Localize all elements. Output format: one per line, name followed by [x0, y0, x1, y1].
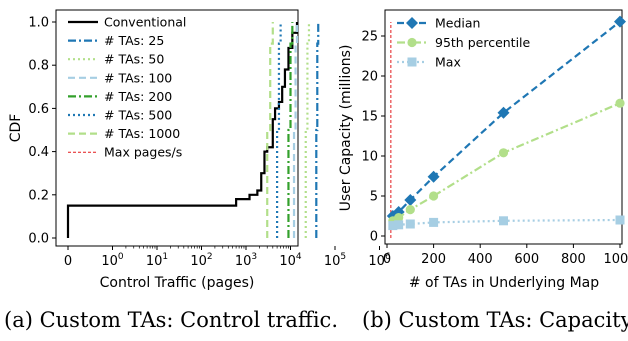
cdf-series-line [266, 22, 274, 238]
cdf-y-tick-label: 0.4 [28, 145, 49, 160]
cdf-y-tick-label: 0.0 [28, 232, 49, 247]
cdf-x-tick-label: 106 [368, 252, 391, 269]
capacity-legend-marker [406, 17, 418, 29]
capacity-x-tick-label: 0 [383, 252, 391, 267]
cdf-x-axis-label: Control Traffic (pages) [100, 275, 255, 291]
cdf-x-tick-label: 101 [146, 252, 168, 269]
capacity-y-tick-label: 10 [361, 150, 378, 165]
capacity-data-point [498, 148, 509, 158]
cdf-legend-label: # TAs: 1000 [104, 126, 180, 141]
capacity-x-tick-label: 400 [468, 252, 493, 267]
cdf-series-line [66, 22, 299, 238]
capacity-series-line [392, 102, 621, 222]
capacity-data-point [614, 15, 626, 28]
cdf-x-tick-label: 104 [279, 252, 302, 269]
capacity-x-axis-label: # of TAs in Underlying Map [409, 275, 599, 291]
cdf-legend-label: # TAs: 50 [104, 52, 164, 67]
capacity-data-point [615, 215, 625, 225]
capacity-data-point [394, 220, 404, 230]
cdf-x-tick-label: 102 [190, 252, 212, 269]
cdf-legend-label: # TAs: 100 [104, 70, 172, 85]
cdf-y-tick-label: 0.6 [28, 102, 49, 117]
capacity-y-tick-label: 0 [370, 230, 378, 245]
capacity-x-tick-label: 200 [421, 252, 446, 267]
capacity-legend-label: Median [435, 16, 480, 31]
capacity-legend-label: Max [435, 55, 461, 70]
cdf-x-tick-label: 105 [324, 252, 346, 269]
cdf-y-tick-label: 0.8 [28, 59, 49, 74]
cdf-legend-label: Conventional [104, 15, 186, 30]
capacity-data-point [497, 106, 510, 119]
capacity-data-point [405, 205, 415, 215]
cdf-x-tick-label: 0 [64, 254, 72, 269]
capacity-plot-frame [384, 9, 623, 245]
cdf-series-line [292, 22, 299, 238]
cdf-series-line [304, 22, 311, 238]
cdf-x-tick-label: 100 [101, 252, 124, 269]
capacity-x-tick-label: 800 [561, 252, 586, 267]
capacity-legend-marker [407, 37, 417, 48]
capacity-data-point [405, 219, 415, 229]
capacity-legend-label: 95th percentile [435, 35, 531, 50]
capacity-data-point [429, 191, 439, 201]
capacity-y-tick-label: 20 [361, 70, 378, 85]
cdf-plot-frame [55, 9, 299, 247]
capacity-y-tick-label: 15 [361, 110, 378, 125]
capacity-y-axis-label: User Capacity (millions) [338, 45, 354, 212]
cdf-y-tick-label: 0.2 [28, 188, 49, 203]
capacity-y-tick-label: 25 [361, 30, 378, 45]
capacity-data-point [394, 213, 404, 223]
cdf-series-line [315, 22, 320, 238]
capacity-data-point [427, 170, 440, 183]
capacity-data-point [429, 217, 439, 227]
capacity-x-tick-label: 600 [514, 252, 539, 267]
cdf-series-line [276, 22, 282, 238]
capacity-data-point [388, 221, 398, 231]
capacity-data-point [615, 98, 625, 108]
cdf-legend-label: # TAs: 25 [104, 33, 164, 48]
cdf-legend-label: # TAs: 200 [104, 89, 172, 104]
capacity-legend-marker [407, 57, 417, 67]
cdf-legend-label: Max pages/s [104, 145, 182, 160]
capacity-y-tick-label: 5 [370, 190, 378, 205]
cdf-legend-label: # TAs: 500 [104, 108, 172, 123]
cdf-y-axis-label: CDF [8, 114, 24, 143]
cdf-y-tick-label: 1.0 [28, 16, 49, 31]
capacity-data-point [499, 216, 508, 226]
capacity-data-point [404, 194, 417, 206]
capacity-series-line [392, 218, 621, 227]
caption-capacity: (b) Custom TAs: Capacity. [362, 308, 628, 332]
cdf-x-tick-label: 103 [235, 252, 257, 269]
caption-control-traffic: (a) Custom TAs: Control traffic. [4, 308, 338, 332]
capacity-x-tick-label: 1000 [603, 252, 628, 267]
